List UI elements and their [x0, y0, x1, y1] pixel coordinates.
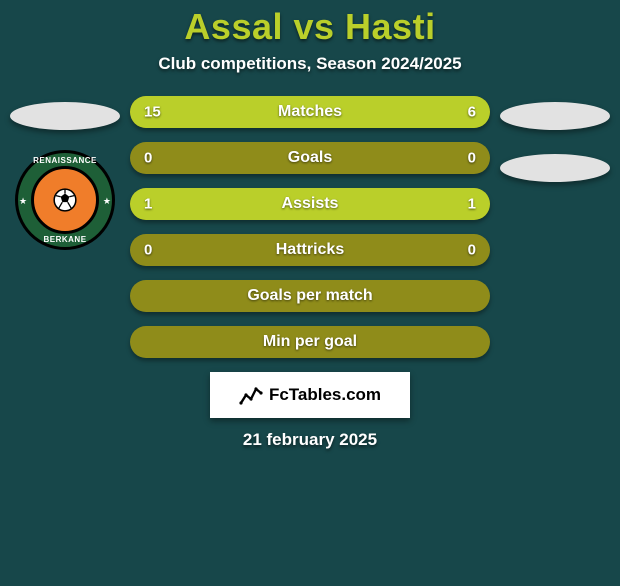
- right-club-placeholder: [500, 154, 610, 182]
- stat-bar-hattricks: 0 0 Hattricks: [130, 234, 490, 266]
- bar-value-right: 0: [468, 242, 476, 259]
- stat-bars: 15 6 Matches 0 0 Goals 1 1 Assists 0 0 Hattricks Goa…: [130, 96, 490, 358]
- badge-text-bottom: BERKANE: [15, 235, 115, 244]
- bar-value-right: 1: [468, 196, 476, 213]
- badge-text-top: RENAISSANCE: [15, 156, 115, 165]
- bar-value-left: 0: [144, 150, 152, 167]
- stat-bar-goals: 0 0 Goals: [130, 142, 490, 174]
- right-player-placeholder: [500, 102, 610, 130]
- bar-value-right: 6: [468, 104, 476, 121]
- bar-label: Matches: [278, 103, 342, 121]
- bar-value-left: 1: [144, 196, 152, 213]
- stat-bar-goals-per-match: Goals per match: [130, 280, 490, 312]
- comparison-stage: RENAISSANCE ★★ BERKANE 15 6 Matches 0 0 Goals…: [0, 96, 620, 358]
- bar-fill-left: [130, 96, 386, 128]
- left-club-badge: RENAISSANCE ★★ BERKANE: [15, 150, 115, 250]
- page-subtitle: Club competitions, Season 2024/2025: [0, 54, 620, 74]
- stat-bar-matches: 15 6 Matches: [130, 96, 490, 128]
- football-icon: [52, 187, 78, 213]
- page-title: Assal vs Hasti: [0, 6, 620, 48]
- bar-value-left: 15: [144, 104, 161, 121]
- bar-label: Goals: [288, 149, 332, 167]
- bar-label: Assists: [282, 195, 339, 213]
- source-watermark: FcTables.com: [210, 372, 410, 418]
- left-player-placeholder: [10, 102, 120, 130]
- badge-inner: [31, 166, 99, 234]
- stat-bar-assists: 1 1 Assists: [130, 188, 490, 220]
- watermark-text: FcTables.com: [269, 385, 381, 405]
- bar-label: Min per goal: [263, 333, 357, 351]
- bar-value-right: 0: [468, 150, 476, 167]
- right-player-column: [490, 96, 620, 200]
- bar-value-left: 0: [144, 242, 152, 259]
- left-player-column: RENAISSANCE ★★ BERKANE: [0, 96, 130, 250]
- chart-icon: [239, 383, 263, 407]
- stat-bar-min-per-goal: Min per goal: [130, 326, 490, 358]
- bar-label: Hattricks: [276, 241, 344, 259]
- bar-label: Goals per match: [247, 287, 372, 305]
- footer-date: 21 february 2025: [0, 430, 620, 450]
